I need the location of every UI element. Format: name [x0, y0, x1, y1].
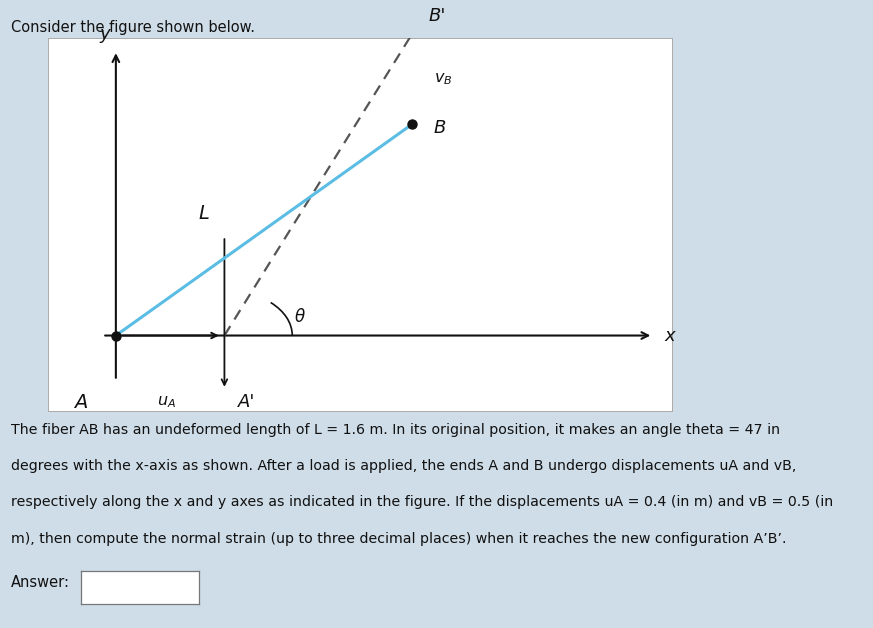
Text: $\theta$: $\theta$	[294, 308, 306, 325]
Text: $v_B$: $v_B$	[434, 72, 452, 87]
Text: A: A	[74, 393, 87, 412]
Text: respectively along the x and y axes as indicated in the figure. If the displacem: respectively along the x and y axes as i…	[11, 495, 834, 509]
Text: y: y	[100, 25, 110, 43]
Text: Consider the figure shown below.: Consider the figure shown below.	[11, 20, 255, 35]
Text: B': B'	[429, 7, 445, 25]
Text: L: L	[199, 204, 210, 223]
Text: $u_A$: $u_A$	[156, 394, 175, 410]
Text: B: B	[434, 119, 446, 137]
Text: degrees with the x-axis as shown. After a load is applied, the ends A and B unde: degrees with the x-axis as shown. After …	[11, 459, 797, 473]
Text: x: x	[664, 327, 675, 345]
Text: A': A'	[238, 393, 256, 411]
Text: The fiber AB has an undeformed length of L = 1.6 m. In its original position, it: The fiber AB has an undeformed length of…	[11, 423, 780, 436]
Text: m), then compute the normal strain (up to three decimal places) when it reaches : m), then compute the normal strain (up t…	[11, 532, 787, 546]
Text: Answer:: Answer:	[11, 575, 71, 590]
